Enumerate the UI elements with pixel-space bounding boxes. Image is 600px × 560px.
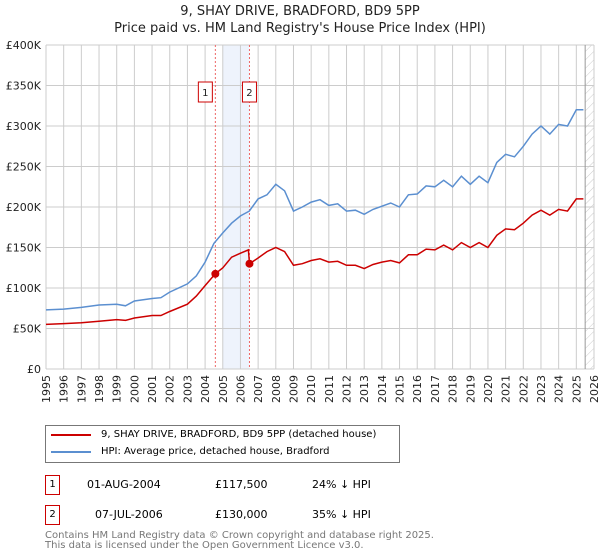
x-tick-label: 2003 <box>181 375 194 403</box>
chart-subtitle: Price paid vs. HM Land Registry's House … <box>114 21 486 36</box>
x-tick-label: 2006 <box>234 375 247 403</box>
sale-marker-badge <box>241 81 257 103</box>
x-tick-label: 2018 <box>447 375 460 403</box>
sale-marker-badge <box>197 81 213 103</box>
x-tick-label: 2010 <box>305 375 318 403</box>
plot-area: 1995 1996 1997 1998 1999 2000 2001 2002 2003 2004… <box>6 39 600 403</box>
x-tick-label: 1996 <box>58 375 71 403</box>
sale-marker-label: 2 <box>246 88 252 99</box>
x-tick-label: 2001 <box>146 375 159 403</box>
sale-price: £117,500 <box>215 478 268 491</box>
legend-label-hpi: HPI: Average price, detached house, Brad… <box>101 446 330 457</box>
y-tick-label: £400K <box>6 39 42 52</box>
sale-badge: 1 <box>45 475 60 495</box>
chart-title: 9, SHAY DRIVE, BRADFORD, BD9 5PP <box>180 4 420 19</box>
x-tick-label: 2019 <box>464 375 477 403</box>
property-price-line <box>45 198 584 326</box>
y-tick-label: £300K <box>6 120 42 133</box>
x-tick-label: 2008 <box>270 375 283 403</box>
x-tick-label: 2025 <box>570 375 583 403</box>
x-tick-label: 2024 <box>553 375 566 403</box>
x-tick-label: 1999 <box>111 375 124 403</box>
x-tick-label: 2016 <box>411 375 424 403</box>
y-tick-label: £100K <box>6 282 42 295</box>
x-tick-label: 2011 <box>323 375 336 403</box>
y-tick-label: £0 <box>27 363 41 376</box>
y-tick-label: £200K <box>6 201 42 214</box>
x-tick-label: 2013 <box>358 375 371 403</box>
x-tick-label: 2000 <box>128 375 141 403</box>
sale-marker-label: 1 <box>202 88 208 99</box>
x-tick-label: 2017 <box>429 375 442 403</box>
y-tick-label: £50K <box>13 323 42 336</box>
y-tick-label: £250K <box>6 161 42 174</box>
sale-date: 07-JUL-2006 <box>95 508 163 521</box>
legend-label-property: 9, SHAY DRIVE, BRADFORD, BD9 5PP (detach… <box>101 429 377 440</box>
sale-row: 1 01-AUG-2004 £117,500 24% ↓ HPI <box>45 475 405 495</box>
x-tick-label: 2005 <box>217 375 230 403</box>
sale-price: £130,000 <box>215 508 268 521</box>
y-tick-label: £150K <box>6 242 42 255</box>
sale-badge: 2 <box>45 505 60 525</box>
x-tick-label: 2009 <box>287 375 300 403</box>
legend: 9, SHAY DRIVE, BRADFORD, BD9 5PP (detach… <box>45 425 400 463</box>
x-tick-label: 2014 <box>376 375 389 403</box>
x-tick-label: 2012 <box>341 375 354 403</box>
sale-point <box>245 259 254 268</box>
sale-delta: 24% ↓ HPI <box>312 478 371 491</box>
x-tick-label: 2023 <box>535 375 548 403</box>
footer-line-2: This data is licensed under the Open Gov… <box>45 540 364 551</box>
x-tick-label: 2002 <box>164 375 177 403</box>
footer-line-1: Contains HM Land Registry data © Crown c… <box>45 530 434 541</box>
x-tick-label: 2004 <box>199 375 212 403</box>
sale-delta: 35% ↓ HPI <box>312 508 371 521</box>
x-tick-label: 1997 <box>75 375 88 403</box>
x-tick-label: 2015 <box>394 375 407 403</box>
x-tick-label: 2021 <box>500 375 513 403</box>
x-tick-label: 1998 <box>93 375 106 403</box>
x-tick-label: 1995 <box>40 375 53 403</box>
x-tick-label: 2022 <box>517 375 530 403</box>
legend-swatch-hpi <box>51 450 91 453</box>
x-tick-label: 2007 <box>252 375 265 403</box>
sale-date: 01-AUG-2004 <box>87 478 161 491</box>
legend-swatch-property <box>51 433 91 436</box>
y-tick-label: £350K <box>6 80 42 93</box>
sale-row: 2 07-JUL-2006 £130,000 35% ↓ HPI <box>45 505 405 525</box>
x-tick-label: 2020 <box>482 375 495 403</box>
sale-point <box>211 269 220 278</box>
hpi-line <box>45 109 584 311</box>
footer: Contains HM Land Registry data © Crown c… <box>45 531 434 551</box>
x-tick-label: 2026 <box>588 375 600 403</box>
